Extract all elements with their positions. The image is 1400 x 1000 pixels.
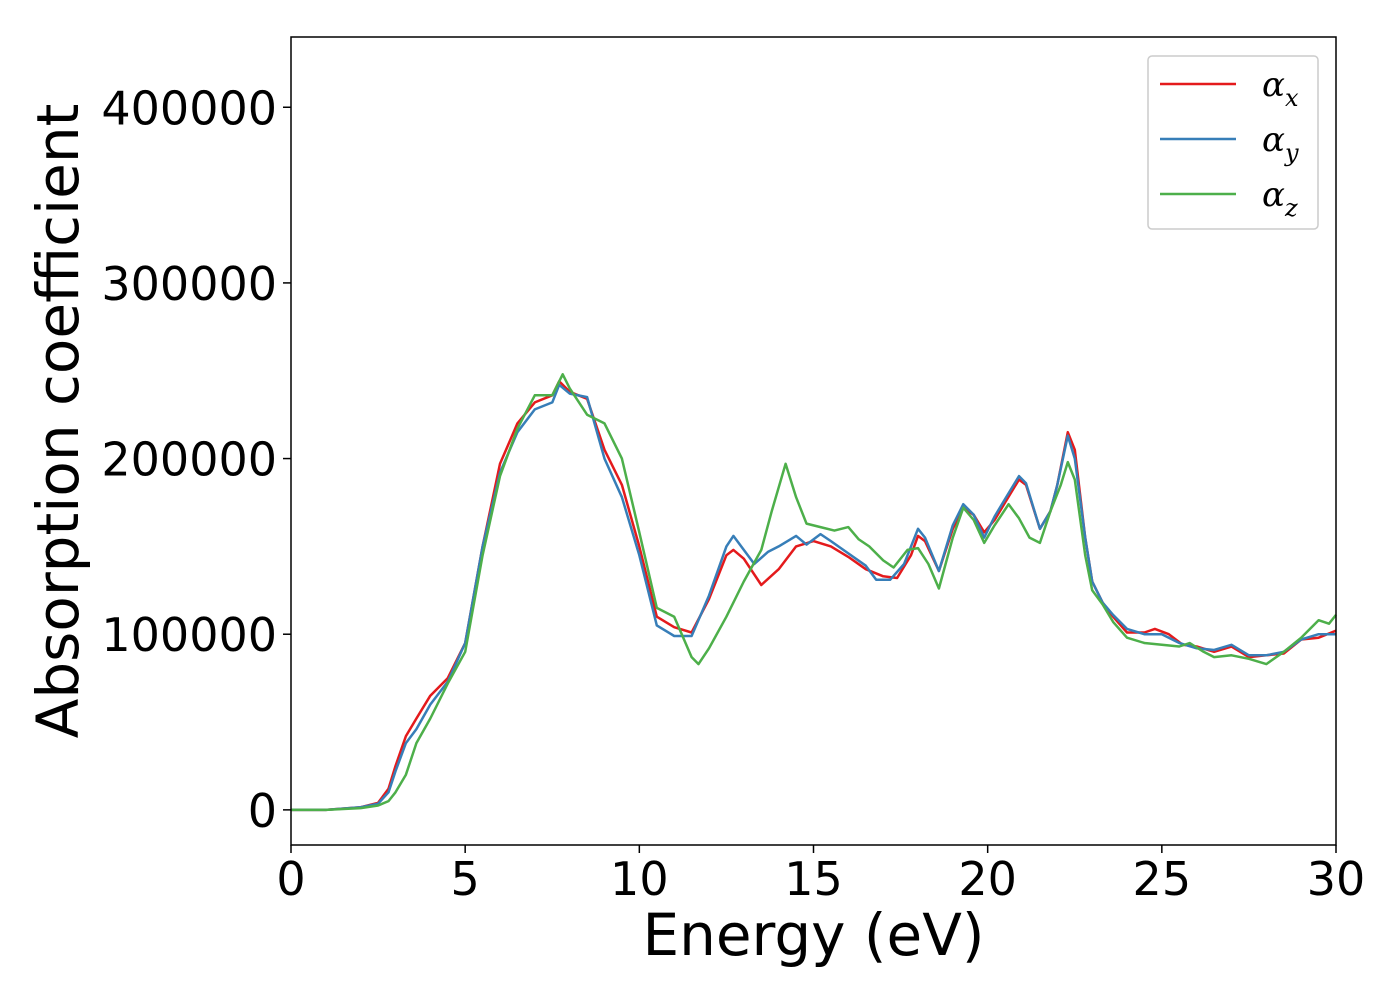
x-tick-label: 25 [1133,852,1192,906]
series-layer [291,373,1337,812]
x-axis-label: Energy (eV) [642,901,984,969]
legend-subscript: z [1284,194,1298,222]
y-tick-label: 300000 [101,257,277,311]
y-axis-ticks: 0 100000 200000 300000 400000 [101,81,291,838]
y-tick-label: 400000 [101,81,277,135]
legend-symbol: α [1262,120,1285,160]
legend-subscript: y [1284,139,1299,167]
x-axis-ticks: 0 5 10 15 20 25 30 [276,845,1365,906]
x-tick-label: 20 [958,852,1017,906]
legend-label-z: αz [1262,175,1298,222]
y-tick-label: 0 [248,784,277,838]
y-tick-label: 200000 [101,433,277,487]
legend-box [1147,55,1319,230]
legend-label-y: αy [1262,120,1299,167]
y-tick-label: 100000 [101,608,277,662]
x-tick-label: 5 [451,852,480,906]
x-tick-label: 30 [1307,852,1366,906]
legend-symbol: α [1262,175,1285,215]
x-tick-label: 15 [784,852,843,906]
legend-subscript: x [1285,84,1299,112]
series-line-z [291,373,1337,812]
plot-frame [290,36,1337,846]
series-line-x [291,380,1337,812]
x-tick-label: 10 [610,852,669,906]
x-tick-label: 0 [276,852,305,906]
legend-label-x: αx [1262,65,1299,112]
y-axis-label: Absorption coefficient [24,104,92,739]
legend-symbol: α [1262,65,1285,105]
